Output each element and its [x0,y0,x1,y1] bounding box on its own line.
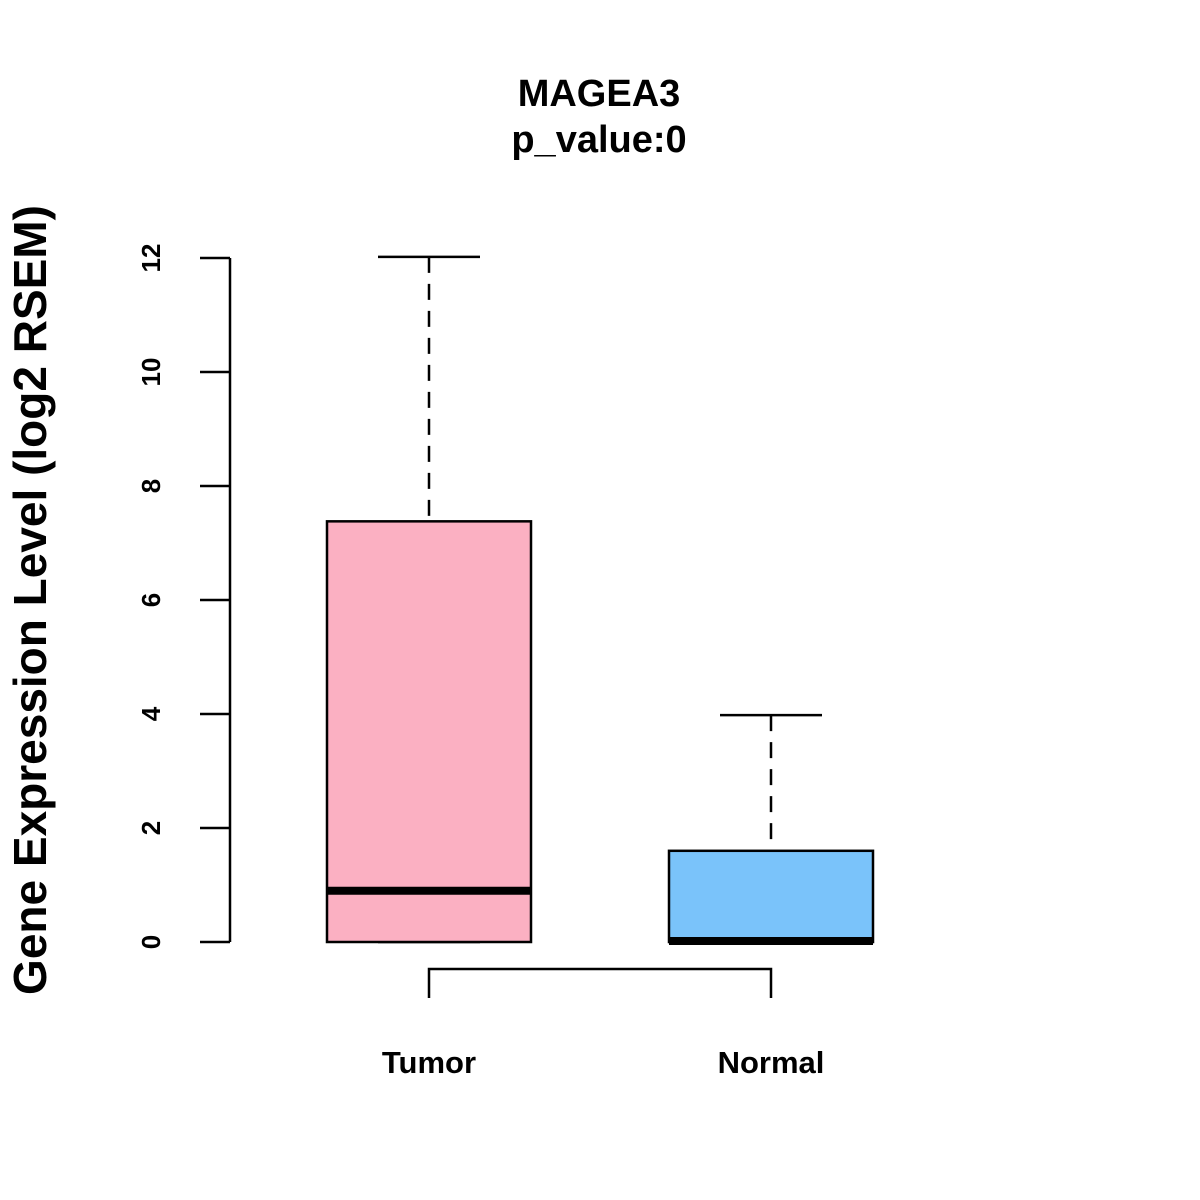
box-tumor [325,255,533,944]
x-axis-labels: Tumor Normal [382,1045,824,1080]
y-tick-label: 12 [136,244,166,273]
y-tick-label: 6 [136,593,166,607]
y-tick-label: 2 [136,821,166,835]
x-category-label: Normal [718,1045,825,1080]
y-tick-label: 4 [136,706,166,721]
box-normal [667,713,875,945]
chart-title: MAGEA3 [518,73,681,115]
bracket-line [427,967,773,998]
y-tick-label: 0 [136,935,166,949]
chart-subtitle: p_value:0 [511,119,686,161]
y-axis: 0 2 4 6 8 10 12 [136,244,232,949]
y-axis-label: Gene Expression Level (log2 RSEM) [4,205,56,995]
box-iqr [325,520,533,944]
boxes [325,255,875,945]
x-category-label: Tumor [382,1045,476,1080]
box-iqr [667,849,875,944]
comparison-bracket [427,967,773,998]
y-tick-label: 8 [136,479,166,493]
y-tick-label: 10 [136,358,166,387]
